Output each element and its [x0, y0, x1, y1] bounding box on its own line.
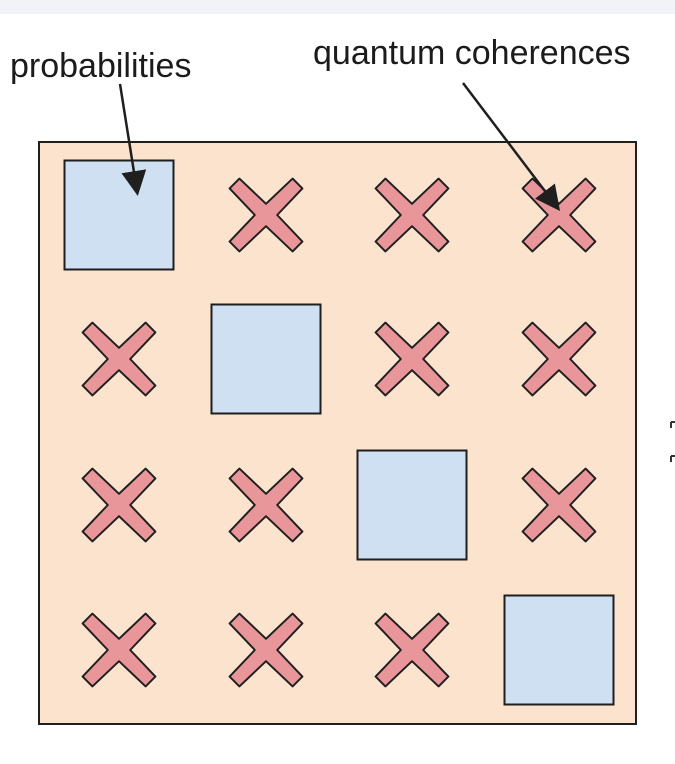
coherence-cross-icon	[374, 612, 450, 688]
matrix-cells	[63, 159, 615, 706]
quantum-coherences-label: quantum coherences	[313, 34, 631, 72]
coherence-cross-icon	[521, 321, 597, 397]
coherence-cross-icon	[228, 467, 304, 543]
coherence-cross-icon	[81, 612, 157, 688]
coherence-cross-icon	[374, 321, 450, 397]
edge-artifact	[670, 421, 675, 462]
probabilities-label: probabilities	[10, 47, 192, 85]
coherence-cross-icon	[81, 467, 157, 543]
coherence-cross-icon	[374, 177, 450, 253]
coherence-cross-icon	[228, 177, 304, 253]
top-band	[0, 0, 675, 14]
probability-square-icon	[356, 449, 468, 561]
coherence-cross-icon	[228, 612, 304, 688]
coherences-arrow	[462, 82, 561, 211]
probability-square-icon	[503, 594, 615, 706]
probabilities-arrow	[118, 83, 147, 196]
coherence-cross-icon	[521, 467, 597, 543]
probability-square-icon	[210, 303, 322, 415]
coherence-cross-icon	[81, 321, 157, 397]
probability-square-icon	[63, 159, 175, 271]
